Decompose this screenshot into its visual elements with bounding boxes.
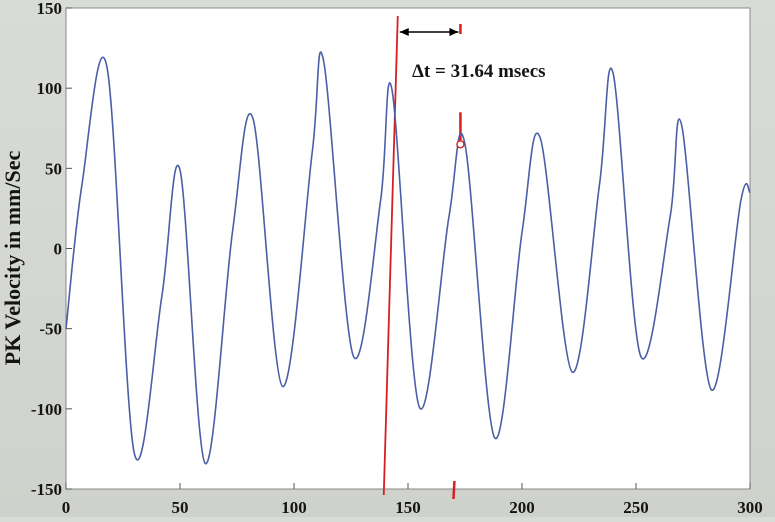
- plot-area: [65, 7, 751, 490]
- cursor-b-bottom-tick: [452, 480, 456, 500]
- x-tick-label: 50: [172, 498, 189, 517]
- series-line: [65, 51, 751, 465]
- x-tick-label: 300: [737, 498, 763, 517]
- delta-t-arrowhead-left: [399, 28, 409, 36]
- y-tick-label: -50: [39, 320, 62, 339]
- x-tick-label: 100: [281, 498, 307, 517]
- y-axis-label: PK Velocity in mm/Sec: [0, 151, 25, 366]
- y-tick-label: -100: [31, 400, 62, 419]
- y-axis: 150 100 50 0 -50 -100 -150: [31, 0, 72, 499]
- y-tick-label: 0: [54, 240, 63, 259]
- y-tick-label: -150: [31, 480, 62, 499]
- delta-t-label: Δt = 31.64 msecs: [412, 61, 546, 82]
- x-axis: 0 50 100 150 200 250 300: [62, 483, 763, 517]
- x-tick-label: 250: [623, 498, 649, 517]
- x-tick-label: 0: [62, 498, 71, 517]
- y-tick-label: 150: [37, 0, 63, 18]
- x-tick-label: 150: [395, 498, 421, 517]
- marker-layer: [456, 140, 465, 149]
- delta-t-arrowhead-right: [449, 28, 459, 36]
- cursor-b-marker: [456, 140, 465, 149]
- x-tick-label: 200: [509, 498, 535, 517]
- cursor-layer: [382, 15, 462, 500]
- y-tick-label: 50: [45, 159, 62, 178]
- cursor-a-line: [382, 15, 399, 496]
- y-tick-label: 100: [37, 79, 63, 98]
